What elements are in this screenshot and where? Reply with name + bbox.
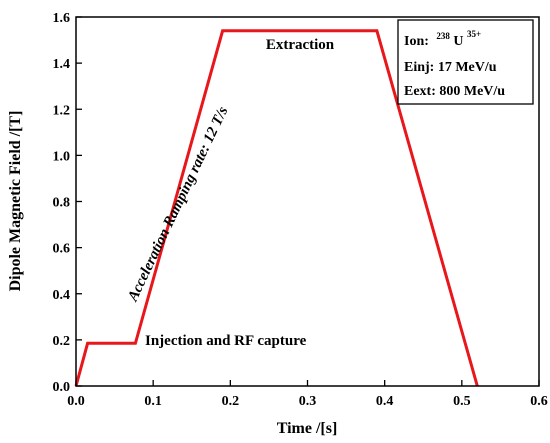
y-tick-label: 0.8 xyxy=(53,196,71,211)
legend-ion-label: Ion: xyxy=(404,34,429,49)
legend-frame xyxy=(397,19,534,105)
y-axis-title: Dipole Magnetic Field /[T] xyxy=(7,111,24,292)
annotation-injection: Injection and RF capture xyxy=(145,333,307,349)
y-tick-label: 1.2 xyxy=(53,103,71,118)
plot-frame xyxy=(75,16,540,387)
annotation-extraction: Extraction xyxy=(266,37,335,53)
x-tick-label: 0.4 xyxy=(376,394,394,409)
x-tick-label: 0.2 xyxy=(222,394,240,409)
x-axis-title: Time /[s] xyxy=(277,420,338,437)
y-tick-label: 0.4 xyxy=(53,288,71,303)
legend-ion: Ion: 238 U 35+ xyxy=(404,28,481,49)
y-tick-label: 1.0 xyxy=(53,149,71,164)
legend-box: Ion: 238 U 35+ Einj: 17 MeV/u Eext: 800 … xyxy=(397,19,534,105)
legend-ion-charge: 35+ xyxy=(467,29,481,39)
legend-eext: Eext: 800 MeV/u xyxy=(404,84,505,99)
y-tick-label: 0.0 xyxy=(53,380,71,395)
y-ticks: 0.0 0.2 0.4 0.6 0.8 1.0 1.2 1.4 1.6 xyxy=(53,11,82,395)
y-tick-label: 0.2 xyxy=(53,334,71,349)
annotation-ramp: Acceleration Ramping rate: 12 T/s xyxy=(125,104,232,304)
legend-ion-element: U xyxy=(453,34,463,49)
series-line-dipole-field xyxy=(74,29,479,387)
x-ticks: 0.0 0.1 0.2 0.3 0.4 0.5 0.6 xyxy=(67,380,548,409)
y-tick-label: 1.4 xyxy=(53,57,71,72)
y-tick-label: 0.6 xyxy=(53,242,71,257)
legend-einj: Einj: 17 MeV/u xyxy=(404,60,497,75)
x-tick-label: 0.6 xyxy=(530,394,548,409)
x-tick-label: 0.5 xyxy=(453,394,471,409)
y-tick-label: 1.6 xyxy=(53,11,71,26)
x-tick-label: 0.0 xyxy=(67,394,85,409)
x-tick-label: 0.1 xyxy=(144,394,162,409)
legend-ion-mass: 238 xyxy=(436,31,450,41)
x-tick-label: 0.3 xyxy=(299,394,317,409)
